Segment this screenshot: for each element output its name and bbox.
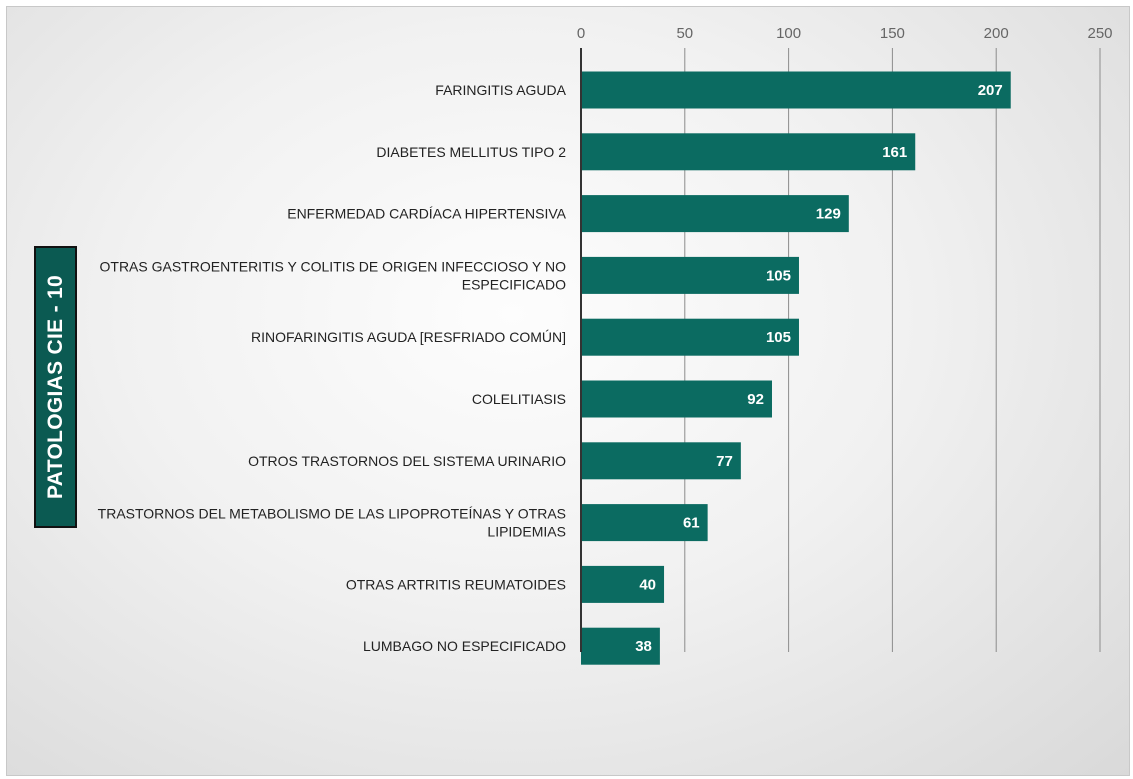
category-label-line: LIPIDEMIAS <box>487 524 566 540</box>
x-tick-label: 100 <box>776 25 801 42</box>
bar <box>581 195 849 233</box>
category-label-line: COLELITIASIS <box>472 391 566 407</box>
data-label: 105 <box>766 267 791 284</box>
bar <box>581 504 708 542</box>
category-label-line: LUMBAGO NO ESPECIFICADO <box>363 638 566 654</box>
bar <box>581 565 665 603</box>
category-label-line: TRASTORNOS DEL METABOLISMO DE LAS LIPOPR… <box>98 506 566 522</box>
category-label: ENFERMEDAD CARDÍACA HIPERTENSIVA <box>287 206 566 222</box>
category-label: FARINGITIS AGUDA <box>435 82 566 98</box>
category-label-line: OTROS TRASTORNOS DEL SISTEMA URINARIO <box>248 453 566 469</box>
category-label: COLELITIASIS <box>472 391 566 407</box>
data-label: 38 <box>635 638 652 655</box>
category-label: OTRAS GASTROENTERITIS Y COLITIS DE ORIGE… <box>100 258 567 292</box>
data-label: 105 <box>766 329 791 346</box>
category-label-line: OTRAS ARTRITIS REUMATOIDES <box>346 576 566 592</box>
data-label: 161 <box>882 144 907 161</box>
bar <box>581 71 1011 109</box>
y-axis-title-box: PATOLOGIAS CIE - 10 <box>34 246 77 528</box>
bar <box>581 256 799 294</box>
bar <box>581 442 741 480</box>
category-label: RINOFARINGITIS AGUDA [RESFRIADO COMÚN] <box>251 329 566 345</box>
category-label: LUMBAGO NO ESPECIFICADO <box>363 638 566 654</box>
bar <box>581 627 660 665</box>
category-label-line: RINOFARINGITIS AGUDA [RESFRIADO COMÚN] <box>251 329 566 345</box>
chart-area: PATOLOGIAS CIE - 10 <box>6 6 1130 776</box>
bar <box>581 133 916 171</box>
category-label: DIABETES MELLITUS TIPO 2 <box>376 144 566 160</box>
x-tick-label: 200 <box>984 25 1009 42</box>
data-label: 77 <box>716 453 733 470</box>
category-label: OTRAS ARTRITIS REUMATOIDES <box>346 576 566 592</box>
category-label-line: ENFERMEDAD CARDÍACA HIPERTENSIVA <box>287 206 566 222</box>
bar <box>581 318 799 356</box>
category-label: OTROS TRASTORNOS DEL SISTEMA URINARIO <box>248 453 566 469</box>
category-label-line: FARINGITIS AGUDA <box>435 82 566 98</box>
category-label-line: ESPECIFICADO <box>462 276 566 292</box>
x-tick-label: 150 <box>880 25 905 42</box>
x-tick-label: 250 <box>1087 25 1112 42</box>
data-label: 92 <box>747 391 764 408</box>
data-label: 129 <box>816 206 841 223</box>
category-label-line: OTRAS GASTROENTERITIS Y COLITIS DE ORIGE… <box>100 258 567 274</box>
x-tick-label: 0 <box>577 25 585 42</box>
x-tick-label: 50 <box>676 25 693 42</box>
category-label-line: DIABETES MELLITUS TIPO 2 <box>376 144 566 160</box>
data-label: 40 <box>639 576 656 593</box>
data-label: 61 <box>683 515 700 532</box>
bar <box>581 380 772 418</box>
data-label: 207 <box>978 82 1003 99</box>
category-label: TRASTORNOS DEL METABOLISMO DE LAS LIPOPR… <box>98 506 566 540</box>
